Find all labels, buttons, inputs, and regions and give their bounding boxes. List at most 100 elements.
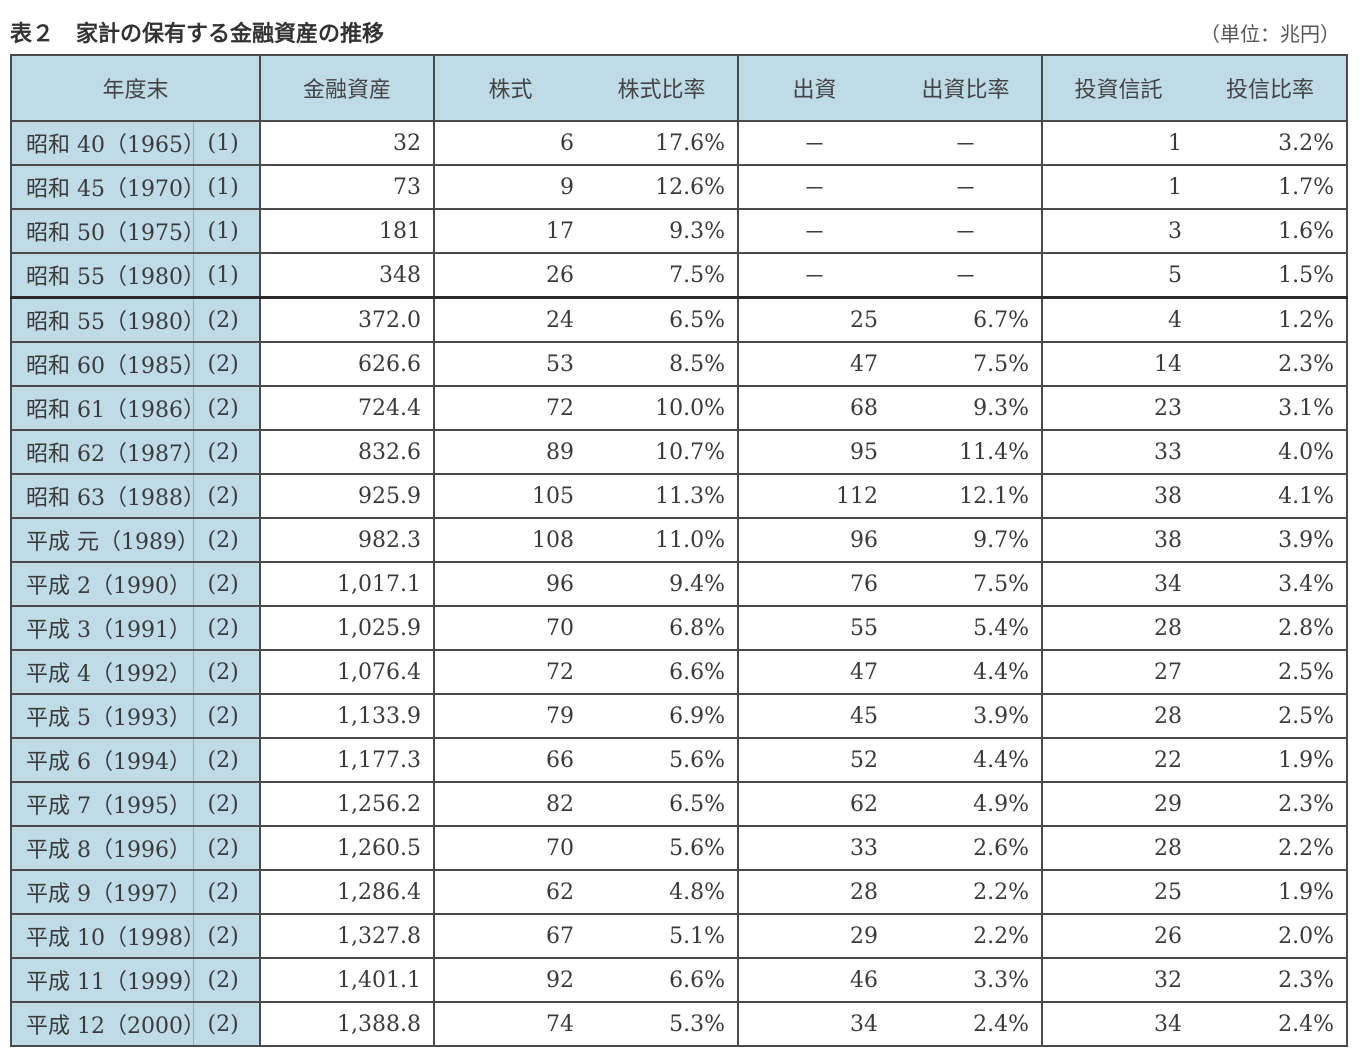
row-investment-ratio-cell: 7.5%	[890, 562, 1043, 607]
table-row: 平成 8（1996） (2) 1,260.5 70 5.6% 33 2.6% 28 2.2%	[10, 826, 1349, 871]
row-stock-ratio-cell: 11.3%	[586, 474, 739, 519]
row-trust-ratio-cell: 1.6%	[1194, 209, 1349, 254]
row-investment-trust-cell: 34	[1041, 1002, 1195, 1047]
table-row: 平成 12（2000） (2) 1,388.8 74 5.3% 34 2.4% 34 2.4%	[10, 1002, 1349, 1047]
row-trust-ratio-cell: 1.9%	[1194, 870, 1349, 915]
row-financial-assets-cell: 1,256.2	[259, 782, 435, 827]
row-stocks-cell: 6	[433, 121, 587, 166]
row-year-cell: 平成 8（1996）	[10, 826, 194, 871]
row-note-cell: (2)	[193, 1002, 262, 1047]
row-trust-ratio-cell: 2.8%	[1194, 606, 1349, 651]
row-investment-ratio-cell: 4.4%	[890, 650, 1043, 695]
row-note-cell: (2)	[193, 342, 262, 387]
row-year-cell: 平成 12（2000）	[10, 1002, 194, 1047]
row-investment-trust-cell: 25	[1041, 870, 1195, 915]
row-investment-ratio-cell: 11.4%	[890, 430, 1043, 475]
row-investment-ratio-cell: 4.4%	[890, 738, 1043, 783]
row-investment-ratio-cell: 12.1%	[890, 474, 1043, 519]
row-trust-ratio-cell: 4.0%	[1194, 430, 1349, 475]
table-row: 平成 元（1989） (2) 982.3 108 11.0% 96 9.7% 38 3.9%	[10, 518, 1349, 563]
row-investment-cell: －	[737, 165, 891, 210]
row-note-cell: (1)	[193, 121, 262, 166]
row-investment-cell: 33	[737, 826, 891, 871]
row-year-cell: 平成 9（1997）	[10, 870, 194, 915]
row-investment-ratio-cell: 2.4%	[890, 1002, 1043, 1047]
table-row: 昭和 61（1986） (2) 724.4 72 10.0% 68 9.3% 23 3.1%	[10, 386, 1349, 431]
table-row: 平成 3（1991） (2) 1,025.9 70 6.8% 55 5.4% 28 2.8%	[10, 606, 1349, 651]
row-investment-cell: －	[737, 209, 891, 254]
row-financial-assets-cell: 1,177.3	[259, 738, 435, 783]
row-note-cell: (2)	[193, 870, 262, 915]
row-year-cell: 昭和 61（1986）	[10, 386, 194, 431]
row-investment-trust-cell: 3	[1041, 209, 1195, 254]
row-investment-ratio-cell: 5.4%	[890, 606, 1043, 651]
row-investment-cell: 47	[737, 650, 891, 695]
row-stocks-cell: 92	[433, 958, 587, 1003]
header-trust-ratio: 投信比率	[1194, 54, 1349, 122]
row-investment-ratio-cell: 7.5%	[890, 342, 1043, 387]
row-year-cell: 平成 11（1999）	[10, 958, 194, 1003]
row-year-cell: 昭和 55（1980）	[10, 296, 194, 343]
row-year-cell: 平成 6（1994）	[10, 738, 194, 783]
table-body: 昭和 40（1965） (1) 32 6 17.6% －－ 1 3.2% 昭和 45（1970）…	[10, 121, 1349, 1047]
row-stocks-cell: 72	[433, 386, 587, 431]
row-stock-ratio-cell: 8.5%	[586, 342, 739, 387]
row-note-cell: (2)	[193, 914, 262, 959]
row-year-cell: 昭和 62（1987）	[10, 430, 194, 475]
row-note-cell: (2)	[193, 826, 262, 871]
row-stock-ratio-cell: 5.3%	[586, 1002, 739, 1047]
row-note-cell: (2)	[193, 782, 262, 827]
row-stocks-cell: 70	[433, 606, 587, 651]
row-investment-trust-cell: 23	[1041, 386, 1195, 431]
row-investment-trust-cell: 28	[1041, 606, 1195, 651]
row-stocks-cell: 62	[433, 870, 587, 915]
row-investment-ratio-cell: －	[890, 209, 1043, 254]
row-investment-cell: 68	[737, 386, 891, 431]
row-investment-ratio-cell: 9.7%	[890, 518, 1043, 563]
financial-assets-table: 年度末 金融資産 株式 株式比率 出資 出資比率 投資信託 投信比率 昭和 40…	[9, 54, 1349, 1047]
row-investment-cell: 55	[737, 606, 891, 651]
row-year-cell: 昭和 50（1975）	[10, 209, 194, 254]
row-note-cell: (1)	[193, 165, 262, 210]
row-stock-ratio-cell: 7.5%	[586, 253, 739, 299]
row-note-cell: (2)	[193, 474, 262, 519]
row-stock-ratio-cell: 5.1%	[586, 914, 739, 959]
table-row: 平成 10（1998） (2) 1,327.8 67 5.1% 29 2.2% 26 2.0%	[10, 914, 1349, 959]
unit-label: （単位：兆円）	[1200, 22, 1340, 46]
row-note-cell: (1)	[193, 253, 262, 299]
row-trust-ratio-cell: 2.5%	[1194, 650, 1349, 695]
row-stocks-cell: 82	[433, 782, 587, 827]
row-investment-trust-cell: 1	[1041, 165, 1195, 210]
row-trust-ratio-cell: 3.9%	[1194, 518, 1349, 563]
row-stock-ratio-cell: 6.6%	[586, 650, 739, 695]
row-year-cell: 昭和 60（1985）	[10, 342, 194, 387]
row-investment-ratio-cell: 9.3%	[890, 386, 1043, 431]
row-year-cell: 昭和 55（1980）	[10, 253, 194, 299]
row-year-cell: 平成 元（1989）	[10, 518, 194, 563]
row-investment-trust-cell: 33	[1041, 430, 1195, 475]
row-financial-assets-cell: 1,260.5	[259, 826, 435, 871]
row-investment-trust-cell: 26	[1041, 914, 1195, 959]
row-stock-ratio-cell: 11.0%	[586, 518, 739, 563]
row-note-cell: (2)	[193, 296, 262, 343]
row-note-cell: (2)	[193, 606, 262, 651]
row-stocks-cell: 105	[433, 474, 587, 519]
row-financial-assets-cell: 372.0	[259, 296, 435, 343]
row-investment-trust-cell: 32	[1041, 958, 1195, 1003]
row-year-cell: 平成 5（1993）	[10, 694, 194, 739]
header-investment-ratio: 出資比率	[890, 54, 1043, 122]
row-investment-trust-cell: 14	[1041, 342, 1195, 387]
row-investment-cell: 112	[737, 474, 891, 519]
row-stock-ratio-cell: 6.9%	[586, 694, 739, 739]
table-header: 年度末 金融資産 株式 株式比率 出資 出資比率 投資信託 投信比率	[9, 54, 1349, 122]
row-investment-cell: 96	[737, 518, 891, 563]
row-stocks-cell: 74	[433, 1002, 587, 1047]
row-stock-ratio-cell: 12.6%	[586, 165, 739, 210]
row-year-cell: 平成 2（1990）	[10, 562, 194, 607]
row-financial-assets-cell: 73	[259, 165, 435, 210]
row-investment-trust-cell: 5	[1041, 253, 1195, 299]
row-year-cell: 昭和 63（1988）	[10, 474, 194, 519]
row-trust-ratio-cell: 2.3%	[1194, 958, 1349, 1003]
row-financial-assets-cell: 1,327.8	[259, 914, 435, 959]
row-financial-assets-cell: 1,133.9	[259, 694, 435, 739]
